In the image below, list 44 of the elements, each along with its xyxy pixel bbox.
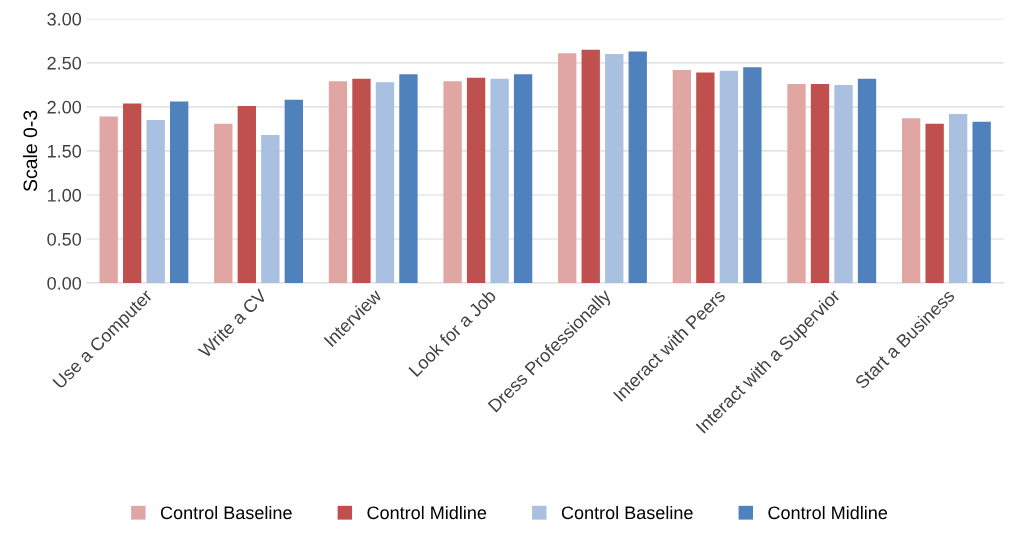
legend-label: Control Baseline xyxy=(160,505,292,520)
bar xyxy=(466,77,486,283)
y-tick-label: 2.50 xyxy=(47,56,82,70)
bar xyxy=(443,81,462,283)
bar xyxy=(261,135,280,283)
bar xyxy=(605,54,624,283)
bar xyxy=(284,99,303,283)
bar xyxy=(834,84,853,283)
bar xyxy=(146,120,165,283)
bar xyxy=(328,81,348,283)
bar xyxy=(696,72,715,283)
bar xyxy=(375,82,395,283)
bar xyxy=(628,51,647,283)
bar xyxy=(810,84,830,283)
bar xyxy=(170,101,189,283)
bar xyxy=(925,123,944,283)
y-tick-label: 0.00 xyxy=(47,276,82,290)
bar xyxy=(123,103,142,283)
bar xyxy=(719,70,739,283)
bar xyxy=(787,84,806,283)
legend-label: Control Midline xyxy=(768,505,888,520)
y-tick-label: 2.00 xyxy=(47,100,82,114)
y-tick-label: 0.50 xyxy=(47,232,82,246)
y-tick-label: 3.00 xyxy=(47,12,82,26)
bar xyxy=(581,49,600,283)
bar xyxy=(352,78,371,283)
bar xyxy=(99,116,118,283)
bar xyxy=(972,121,991,283)
bar xyxy=(948,113,968,283)
bar xyxy=(399,74,418,283)
y-tick-label: 1.50 xyxy=(47,144,82,158)
y-axis-title: Scale 0-3 xyxy=(22,110,38,192)
bar xyxy=(237,106,256,283)
y-tick-label: 1.00 xyxy=(47,188,82,202)
bar xyxy=(857,78,877,283)
bar xyxy=(214,123,233,283)
bar xyxy=(490,78,509,283)
bar xyxy=(672,69,692,283)
bar xyxy=(743,67,762,283)
legend-label: Control Baseline xyxy=(561,505,693,520)
bar xyxy=(558,53,577,283)
legend-label: Control Midline xyxy=(367,505,487,520)
bar xyxy=(513,74,533,283)
bar xyxy=(901,118,921,283)
